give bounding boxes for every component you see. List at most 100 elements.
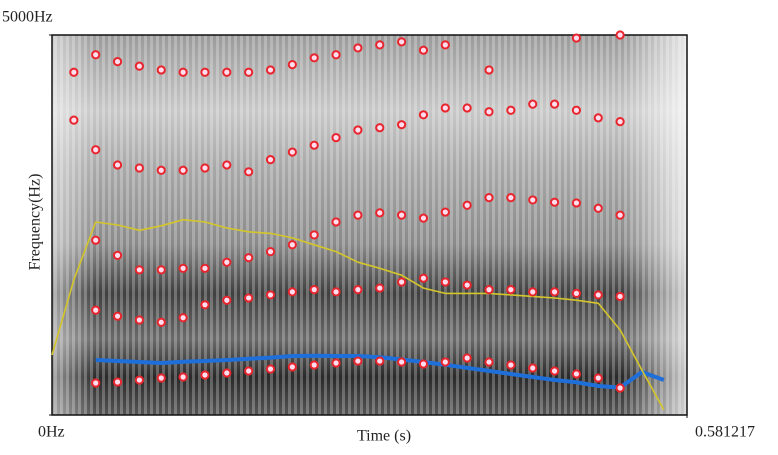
formant-point: [462, 353, 472, 363]
formant-point: [506, 360, 516, 370]
formant-point: [331, 287, 341, 297]
formant-point: [244, 67, 254, 77]
formant-point: [134, 315, 145, 325]
formant-point: [287, 362, 297, 372]
formant-point: [331, 133, 341, 143]
formant-point: [375, 283, 385, 293]
formant-point: [265, 364, 276, 374]
formant-point: [440, 277, 450, 287]
formant-point: [265, 290, 276, 300]
formant-point: [397, 210, 407, 220]
formant-point: [309, 53, 319, 63]
formant-point: [331, 50, 341, 60]
formant-point: [134, 163, 145, 173]
formant-point: [200, 163, 210, 173]
x-axis-label: Time (s): [357, 428, 411, 445]
formant-point: [571, 198, 582, 208]
formant-point: [462, 280, 472, 290]
formant-point: [571, 369, 582, 379]
formant-point: [440, 40, 450, 50]
formant-point: [178, 165, 188, 175]
formant-point: [265, 247, 276, 257]
formant-point: [244, 253, 254, 263]
formant-point: [112, 57, 123, 67]
formant-point: [375, 123, 385, 133]
formant-point: [375, 208, 385, 218]
formant-point: [156, 373, 166, 383]
formant-point: [309, 285, 319, 295]
formant-point: [462, 200, 472, 210]
spectrogram-fade: [52, 35, 687, 415]
formant-point: [397, 37, 407, 47]
formant-point: [178, 372, 188, 382]
formant-point: [484, 65, 494, 75]
formant-point: [287, 240, 297, 250]
formant-point: [375, 356, 385, 366]
formant-point: [353, 285, 363, 295]
y-axis-label: Frequency(Hz): [27, 174, 44, 271]
y-tick-label: 5000Hz: [2, 9, 53, 26]
formant-point: [156, 317, 166, 327]
formant-point: [593, 290, 603, 300]
formant-point: [440, 207, 450, 217]
formant-point: [69, 115, 79, 125]
formant-point: [91, 235, 101, 245]
formant-point: [287, 287, 297, 297]
formant-point: [69, 67, 79, 77]
track-line: [51, 218, 665, 411]
formant-point: [571, 33, 582, 43]
formant-point: [593, 203, 603, 213]
formant-point: [353, 43, 363, 53]
formant-point: [265, 155, 276, 165]
formant-point: [200, 67, 210, 77]
formant-point: [615, 383, 625, 393]
formant-point: [528, 195, 538, 205]
formant-point: [462, 103, 472, 113]
formant-point: [222, 257, 232, 267]
formant-point: [200, 263, 210, 273]
formant-point: [571, 288, 582, 298]
formant-point: [549, 366, 560, 376]
formant-point: [397, 357, 407, 367]
formant-point: [156, 65, 166, 75]
plot-frame: [51, 34, 688, 416]
formant-point: [309, 360, 319, 370]
formant-point: [244, 167, 254, 177]
formant-point: [200, 300, 210, 310]
formant-point: [331, 358, 341, 368]
formant-point: [615, 117, 625, 127]
formant-point: [134, 61, 145, 71]
formant-point: [484, 357, 494, 367]
formant-point: [265, 65, 276, 75]
formant-point: [528, 363, 538, 373]
formant-point: [156, 265, 166, 275]
formant-point: [615, 30, 625, 40]
formant-point: [418, 359, 429, 369]
marks: [51, 30, 665, 411]
formant-point: [418, 110, 429, 120]
formant-point: [112, 160, 123, 170]
formant-point: [528, 287, 538, 297]
formant-point: [134, 375, 145, 385]
formant-point: [200, 370, 210, 380]
formant-point: [309, 230, 319, 240]
formant-point: [397, 277, 407, 287]
formant-point: [353, 210, 363, 220]
formant-point: [244, 293, 254, 303]
formant-point: [134, 265, 145, 275]
formant-point: [593, 373, 603, 383]
formant-point: [178, 263, 188, 273]
formant-point: [244, 366, 254, 376]
formant-point: [418, 213, 429, 223]
y-tick-label: 0Hz: [38, 424, 65, 441]
formant-point: [222, 368, 232, 378]
formant-point: [549, 99, 560, 109]
formant-point: [418, 273, 429, 283]
formant-point: [353, 356, 363, 366]
formant-point: [484, 193, 494, 203]
formant-point: [506, 105, 516, 115]
formant-point: [506, 285, 516, 295]
formant-point: [440, 103, 450, 113]
formant-point: [440, 357, 450, 367]
